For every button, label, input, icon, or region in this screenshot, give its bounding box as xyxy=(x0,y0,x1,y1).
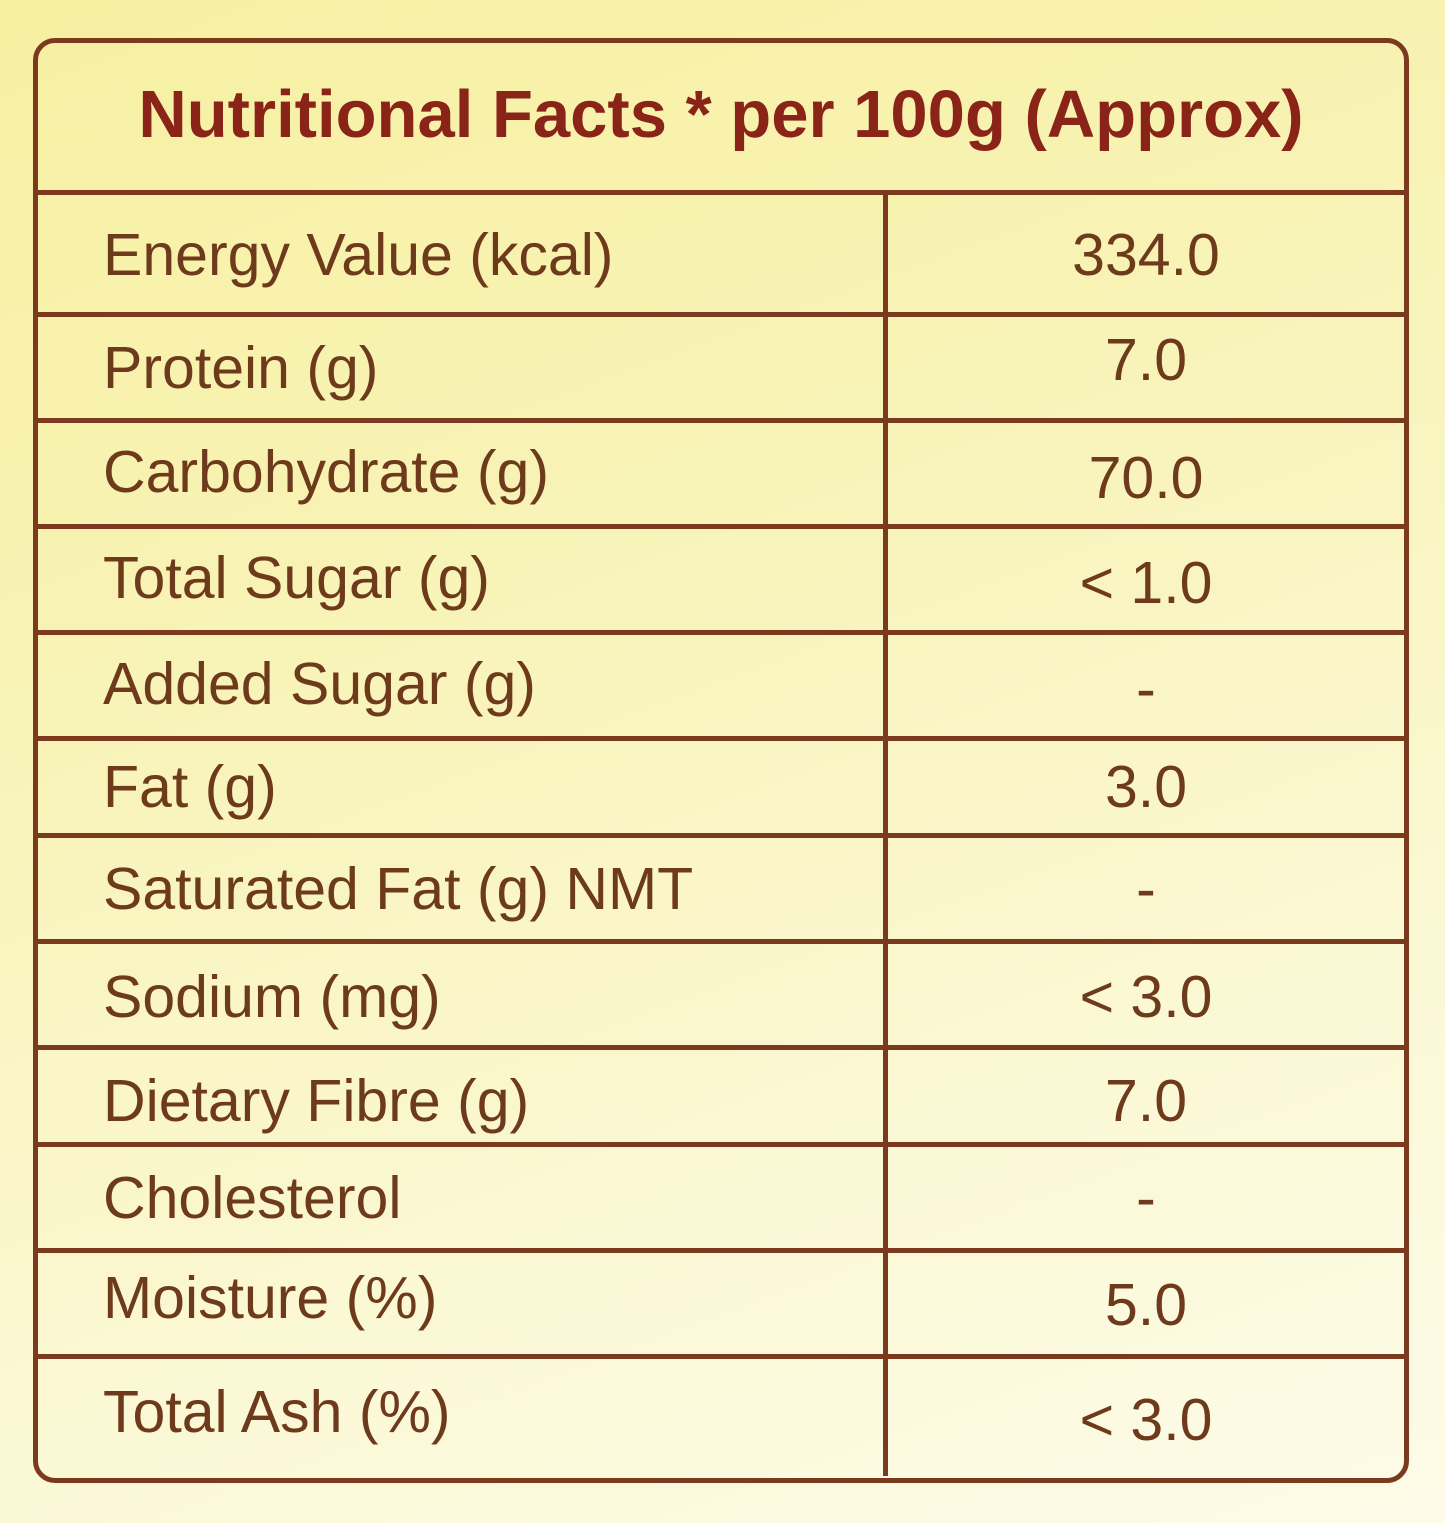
nutrient-value: - xyxy=(1136,655,1156,722)
table-row: Sodium (mg) < 3.0 xyxy=(38,944,1404,1050)
nutrient-value: 70.0 xyxy=(1088,444,1204,511)
nutrition-table: Energy Value (kcal) 334.0 Protein (g) 7.… xyxy=(38,195,1404,1476)
nutrient-value: 5.0 xyxy=(1104,1271,1188,1338)
nutrient-value: 7.0 xyxy=(1104,1068,1188,1134)
nutrient-value: - xyxy=(1136,1164,1156,1231)
table-row: Cholesterol - xyxy=(38,1147,1404,1253)
nutrient-label: Moisture (%) xyxy=(38,1253,888,1354)
nutrient-value: < 3.0 xyxy=(1079,963,1213,1030)
nutrient-value: < 3.0 xyxy=(1079,1386,1213,1453)
table-row: Added Sugar (g) - xyxy=(38,635,1404,741)
nutrient-value: - xyxy=(1136,855,1156,922)
nutrient-label: Saturated Fat (g) NMT xyxy=(38,838,888,939)
table-row: Energy Value (kcal) 334.0 xyxy=(38,195,1404,317)
nutrient-label: Cholesterol xyxy=(38,1147,888,1248)
table-row: Moisture (%) 5.0 xyxy=(38,1253,1404,1359)
table-row: Protein (g) 7.0 xyxy=(38,317,1404,423)
nutrient-value: 334.0 xyxy=(1072,221,1220,288)
nutrient-label: Protein (g) xyxy=(38,317,888,418)
nutrient-label: Added Sugar (g) xyxy=(38,635,888,736)
nutrient-label: Dietary Fibre (g) xyxy=(38,1050,888,1142)
nutrient-value: 7.0 xyxy=(1104,326,1188,393)
page-title: Nutritional Facts * per 100g (Approx) xyxy=(138,77,1304,152)
table-row: Carbohydrate (g) 70.0 xyxy=(38,423,1404,529)
nutrient-label: Sodium (mg) xyxy=(38,944,888,1045)
nutrient-label: Energy Value (kcal) xyxy=(38,195,888,312)
title-bar: Nutritional Facts * per 100g (Approx) xyxy=(38,43,1404,195)
nutrient-label: Carbohydrate (g) xyxy=(38,423,888,524)
nutrient-label: Total Ash (%) xyxy=(38,1359,888,1476)
nutrient-value: 3.0 xyxy=(1104,754,1188,820)
table-row: Fat (g) 3.0 xyxy=(38,741,1404,838)
table-row: Saturated Fat (g) NMT - xyxy=(38,838,1404,944)
table-row: Total Ash (%) < 3.0 xyxy=(38,1359,1404,1476)
nutrient-value: < 1.0 xyxy=(1079,549,1213,616)
nutrition-facts-panel: Nutritional Facts * per 100g (Approx) En… xyxy=(33,38,1409,1483)
nutrient-label: Fat (g) xyxy=(38,741,888,833)
table-row: Total Sugar (g) < 1.0 xyxy=(38,529,1404,635)
nutrient-label: Total Sugar (g) xyxy=(38,529,888,630)
table-row: Dietary Fibre (g) 7.0 xyxy=(38,1050,1404,1147)
